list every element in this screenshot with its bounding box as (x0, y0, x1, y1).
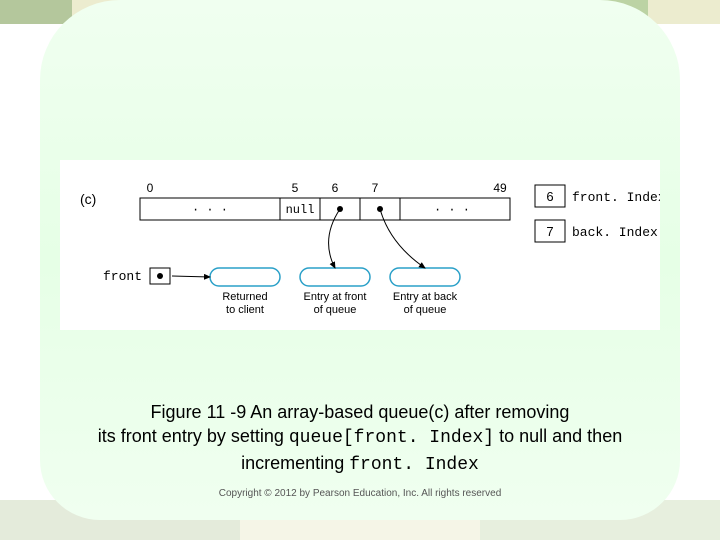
caption-line2c: to null and then (494, 426, 622, 446)
caption-line1: Figure 11 -9 An array-based queue(c) aft… (151, 402, 570, 422)
caption-code1: queue[front. Index] (289, 428, 494, 448)
queue-entries (210, 268, 460, 286)
svg-text:front: front (103, 269, 142, 284)
null-cell: null (286, 203, 315, 217)
entry-labels: Returnedto clientEntry at frontof queueE… (222, 291, 457, 316)
svg-text:6: 6 (332, 181, 339, 195)
svg-text:back. Index: back. Index (572, 225, 658, 240)
figure-caption: Figure 11 -9 An array-based queue(c) aft… (60, 400, 660, 477)
svg-text:7: 7 (372, 181, 379, 195)
back-index-box: 7 back. Index (535, 220, 658, 242)
caption-line3a: incrementing (241, 453, 349, 473)
svg-text:Entry at back: Entry at back (393, 291, 458, 303)
svg-text:of queue: of queue (314, 304, 357, 316)
caption-line2a: its front entry by setting (98, 426, 289, 446)
copyright-text: Copyright © 2012 by Pearson Education, I… (0, 488, 720, 499)
svg-text:· · ·: · · · (192, 203, 228, 217)
svg-text:front. Index: front. Index (572, 190, 660, 205)
svg-text:49: 49 (493, 181, 507, 195)
svg-text:to client: to client (226, 304, 264, 316)
front-index-box: 6 front. Index (535, 185, 660, 207)
svg-text:Entry at front: Entry at front (304, 291, 367, 303)
svg-text:7: 7 (546, 224, 553, 239)
svg-text:5: 5 (292, 181, 299, 195)
part-label: (c) (80, 191, 96, 207)
svg-text:0: 0 (147, 181, 154, 195)
svg-text:of queue: of queue (404, 304, 447, 316)
svg-text:6: 6 (546, 189, 553, 204)
caption-code2: front. Index (349, 455, 479, 475)
svg-text:Returned: Returned (222, 291, 267, 303)
queue-diagram: (c) 0 5 6 7 49 · · · · · · null 6 front. Ind… (60, 160, 660, 330)
index-labels: 0 5 6 7 49 (147, 181, 507, 195)
array-box: · · · · · · null (140, 198, 510, 220)
svg-text:· · ·: · · · (434, 203, 470, 217)
